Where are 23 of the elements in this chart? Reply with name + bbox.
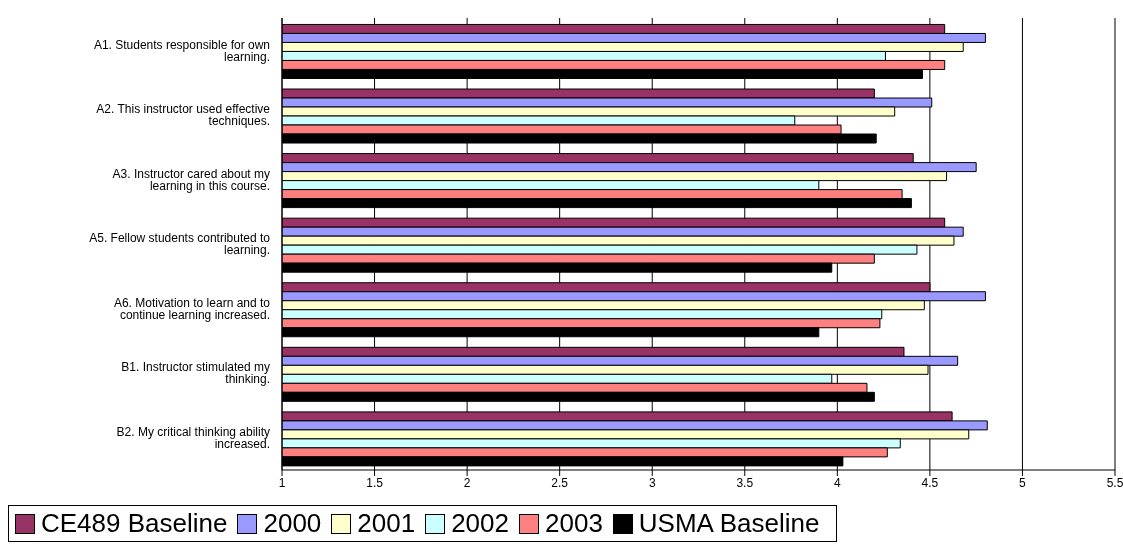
x-tick-label: 1.5 xyxy=(366,475,384,490)
legend-label: 2001 xyxy=(357,508,416,539)
x-tick-label: 4.5 xyxy=(921,475,939,490)
legend-label: USMA Baseline xyxy=(638,508,820,539)
legend-label: 2002 xyxy=(451,508,509,539)
x-tick-label: 5 xyxy=(1019,475,1027,490)
x-tick-label: 3 xyxy=(648,475,656,490)
x-tick-label: 4 xyxy=(833,475,841,490)
legend-label: CE489 Baseline xyxy=(41,508,228,539)
y-tick-label: A6. Motivation to learn and to continue learning increased. xyxy=(113,295,271,322)
legend-label: 2000 xyxy=(263,508,322,539)
y-tick-label: A5. Fellow students contributed to learning. xyxy=(89,231,271,258)
y-tick-label: A3. Instructor cared about my learning in this course. xyxy=(112,166,270,193)
x-tick-label: 2 xyxy=(463,475,471,490)
x-tick-label: 2.5 xyxy=(551,475,569,490)
y-tick-label: A1. Students responsible for own learning. xyxy=(93,37,270,64)
y-tick-label: A2. This instructor used effective techniques. xyxy=(96,102,271,129)
x-tick-label: 5.5 xyxy=(1106,475,1123,490)
x-tick-label: 1 xyxy=(278,475,286,490)
y-tick-label: B2. My critical thinking ability increased. xyxy=(116,424,270,451)
legend-label: 2003 xyxy=(545,508,603,539)
y-tick-label: B1. Instructor stimulated my thinking. xyxy=(121,360,270,387)
x-tick-label: 3.5 xyxy=(736,475,754,490)
